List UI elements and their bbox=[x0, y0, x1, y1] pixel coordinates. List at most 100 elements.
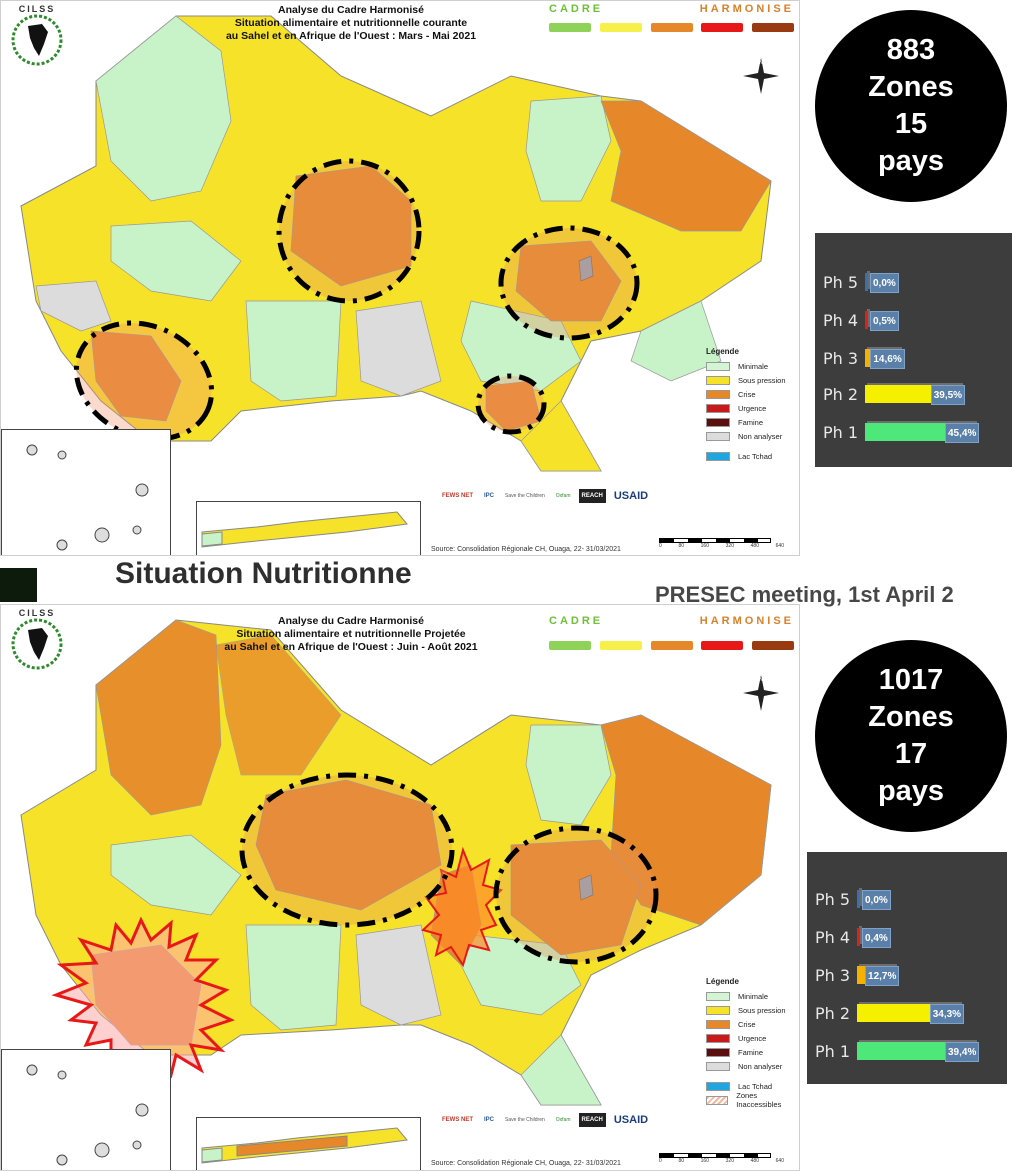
phase1-swatch bbox=[549, 641, 591, 650]
projected-situation-map-panel: CILSS Analyse du Cadre Harmonisé Situati… bbox=[0, 604, 800, 1171]
compass-rose-icon: N bbox=[743, 58, 779, 94]
phase-distribution-chart-projected: Ph 5 0,0% Ph 4 0,4% Ph 3 12,7% Ph 2 34,3% Ph 1 39… bbox=[807, 852, 1007, 1084]
gambia-inset bbox=[196, 501, 421, 555]
legend-item: Crise bbox=[706, 387, 786, 401]
phase-label: Ph 1 bbox=[823, 423, 859, 442]
zones-label: Zones bbox=[868, 701, 954, 733]
phase3-swatch bbox=[650, 641, 693, 650]
legend-item: Lac Tchad bbox=[706, 449, 786, 463]
title-line-3: au Sahel et en Afrique de l'Ouest : Mars… bbox=[225, 30, 477, 42]
phase-bar bbox=[865, 311, 868, 329]
phase-row: Ph 4 0,4% bbox=[807, 926, 1007, 948]
cadre-harmonise-banner: CADRE HARMONISE bbox=[549, 3, 794, 32]
legend-item: Lac Tchad bbox=[706, 1079, 799, 1093]
phase-row: Ph 5 0,0% bbox=[807, 888, 1007, 910]
phase-label: Ph 4 bbox=[815, 928, 851, 947]
background-heading: Situation Nutritionne bbox=[115, 557, 412, 590]
map-source: Source: Consolidation Régionale CH, Ouag… bbox=[431, 546, 621, 553]
phase3-swatch bbox=[650, 23, 693, 32]
phase-row: Ph 3 12,7% bbox=[807, 964, 1007, 986]
cadre-harmonise-banner: CADRE HARMONISE bbox=[549, 615, 794, 650]
usaid-logo: USAID bbox=[613, 490, 649, 502]
phase5-swatch bbox=[752, 23, 794, 32]
alert-burst-central bbox=[421, 846, 503, 968]
ipc-logo: IPC bbox=[484, 1117, 495, 1123]
phase4-swatch bbox=[701, 641, 744, 650]
phase-row: Ph 4 0,5% bbox=[815, 309, 1012, 331]
cilss-logo: CILSS bbox=[6, 608, 68, 672]
legend-title: Légende bbox=[706, 977, 739, 986]
compass-rose-icon: N bbox=[743, 675, 779, 711]
oxfam-logo: Oxfam bbox=[555, 1117, 571, 1123]
map-title: Analyse du Cadre Harmonisé Situation ali… bbox=[201, 4, 501, 43]
scale-bar: 0 80 160 320 480 640 bbox=[659, 538, 784, 549]
cape-verde-inset bbox=[1, 429, 171, 555]
partner-logos: FEWS NET IPC Save the Children Oxfam REA… bbox=[439, 1113, 799, 1127]
legend-item: Minimale bbox=[706, 989, 799, 1003]
phase-value-label: 34,3% bbox=[929, 1004, 965, 1024]
phase-label: Ph 1 bbox=[815, 1042, 851, 1061]
phase5-swatch bbox=[752, 641, 794, 650]
legend-item: Famine bbox=[706, 1045, 799, 1059]
title-line-2: Situation alimentaire et nutritionnelle … bbox=[236, 628, 466, 640]
save-the-children-logo: Save the Children bbox=[505, 1117, 545, 1123]
phase-color-swatches bbox=[549, 641, 794, 650]
phase-row: Ph 2 34,3% bbox=[807, 1002, 1007, 1024]
phase-label: Ph 5 bbox=[823, 273, 859, 292]
countries-label: pays bbox=[877, 775, 945, 807]
phase-value-label: 39,4% bbox=[945, 1042, 980, 1062]
fewsnet-logo: FEWS NET bbox=[442, 1117, 473, 1123]
phase-value-label: 45,4% bbox=[945, 423, 980, 443]
cilss-logo: CILSS bbox=[6, 4, 68, 68]
phase2-swatch bbox=[599, 641, 642, 650]
phase-label: Ph 5 bbox=[815, 890, 851, 909]
fewsnet-logo: FEWS NET bbox=[442, 493, 473, 499]
zones-label: Zones bbox=[868, 71, 954, 103]
legend-item: Non analyser bbox=[706, 429, 786, 443]
countries-number: 15 bbox=[894, 108, 928, 140]
legend-item: Sous pression bbox=[706, 373, 786, 387]
phase-value-label: 0,0% bbox=[870, 273, 899, 293]
legend-title: Légende bbox=[706, 347, 739, 356]
legend-item: Crise bbox=[706, 1017, 799, 1031]
legend-item: Non analyser bbox=[706, 1059, 799, 1073]
projected-situation-map bbox=[20, 619, 772, 1106]
cadre-word: CADRE bbox=[549, 615, 604, 627]
countries-label: pays bbox=[877, 145, 945, 177]
phase4-swatch bbox=[701, 23, 744, 32]
ipc-logo: IPC bbox=[484, 493, 495, 499]
phase-value-label: 0,5% bbox=[870, 311, 899, 331]
phase-row: Ph 1 45,4% bbox=[815, 421, 1012, 443]
legend-item: Famine bbox=[706, 415, 786, 429]
zones-count-badge: 883 Zones 15 pays bbox=[815, 10, 1007, 202]
save-the-children-logo: Save the Children bbox=[505, 493, 545, 499]
background-subheading: PRESEC meeting, 1st April 2 bbox=[655, 582, 954, 607]
phase-bar bbox=[857, 928, 860, 946]
title-line-1: Analyse du Cadre Harmonisé bbox=[278, 615, 424, 627]
cape-verde-inset bbox=[1, 1049, 171, 1170]
phase-value-label: 39,5% bbox=[930, 385, 966, 405]
current-situation-map bbox=[20, 15, 772, 472]
phase-bar bbox=[857, 890, 860, 908]
map-legend: Légende Minimale Sous pression Crise Urg… bbox=[706, 347, 786, 463]
phase-color-swatches bbox=[549, 23, 794, 32]
countries-number: 17 bbox=[894, 738, 928, 770]
legend-item: Sous pression bbox=[706, 1003, 799, 1017]
svg-text:N: N bbox=[759, 60, 763, 66]
usaid-logo: USAID bbox=[613, 1114, 649, 1126]
legend-item: Urgence bbox=[706, 401, 786, 415]
legend-item: Minimale bbox=[706, 359, 786, 373]
phase-distribution-chart-current: Ph 5 0,0% Ph 4 0,5% Ph 3 14,6% Ph 2 39,5% Ph 1 45… bbox=[815, 233, 1012, 467]
africa-emblem-icon bbox=[11, 14, 63, 66]
title-line-1: Analyse du Cadre Harmonisé bbox=[278, 4, 424, 16]
phase-label: Ph 2 bbox=[823, 385, 859, 404]
map-title: Analyse du Cadre Harmonisé Situation ali… bbox=[201, 615, 501, 654]
phase-row: Ph 5 0,0% bbox=[815, 271, 1012, 293]
phase-label: Ph 3 bbox=[815, 966, 851, 985]
phase-value-label: 14,6% bbox=[870, 349, 905, 369]
phase-label: Ph 2 bbox=[815, 1004, 851, 1023]
zones-count-badge: 1017 Zones 17 pays bbox=[815, 640, 1007, 832]
map-source: Source: Consolidation Régionale CH, Ouag… bbox=[431, 1160, 621, 1167]
legend-item: Zones Inaccessibles bbox=[706, 1091, 799, 1109]
phase-value-label: 0,0% bbox=[862, 890, 891, 910]
